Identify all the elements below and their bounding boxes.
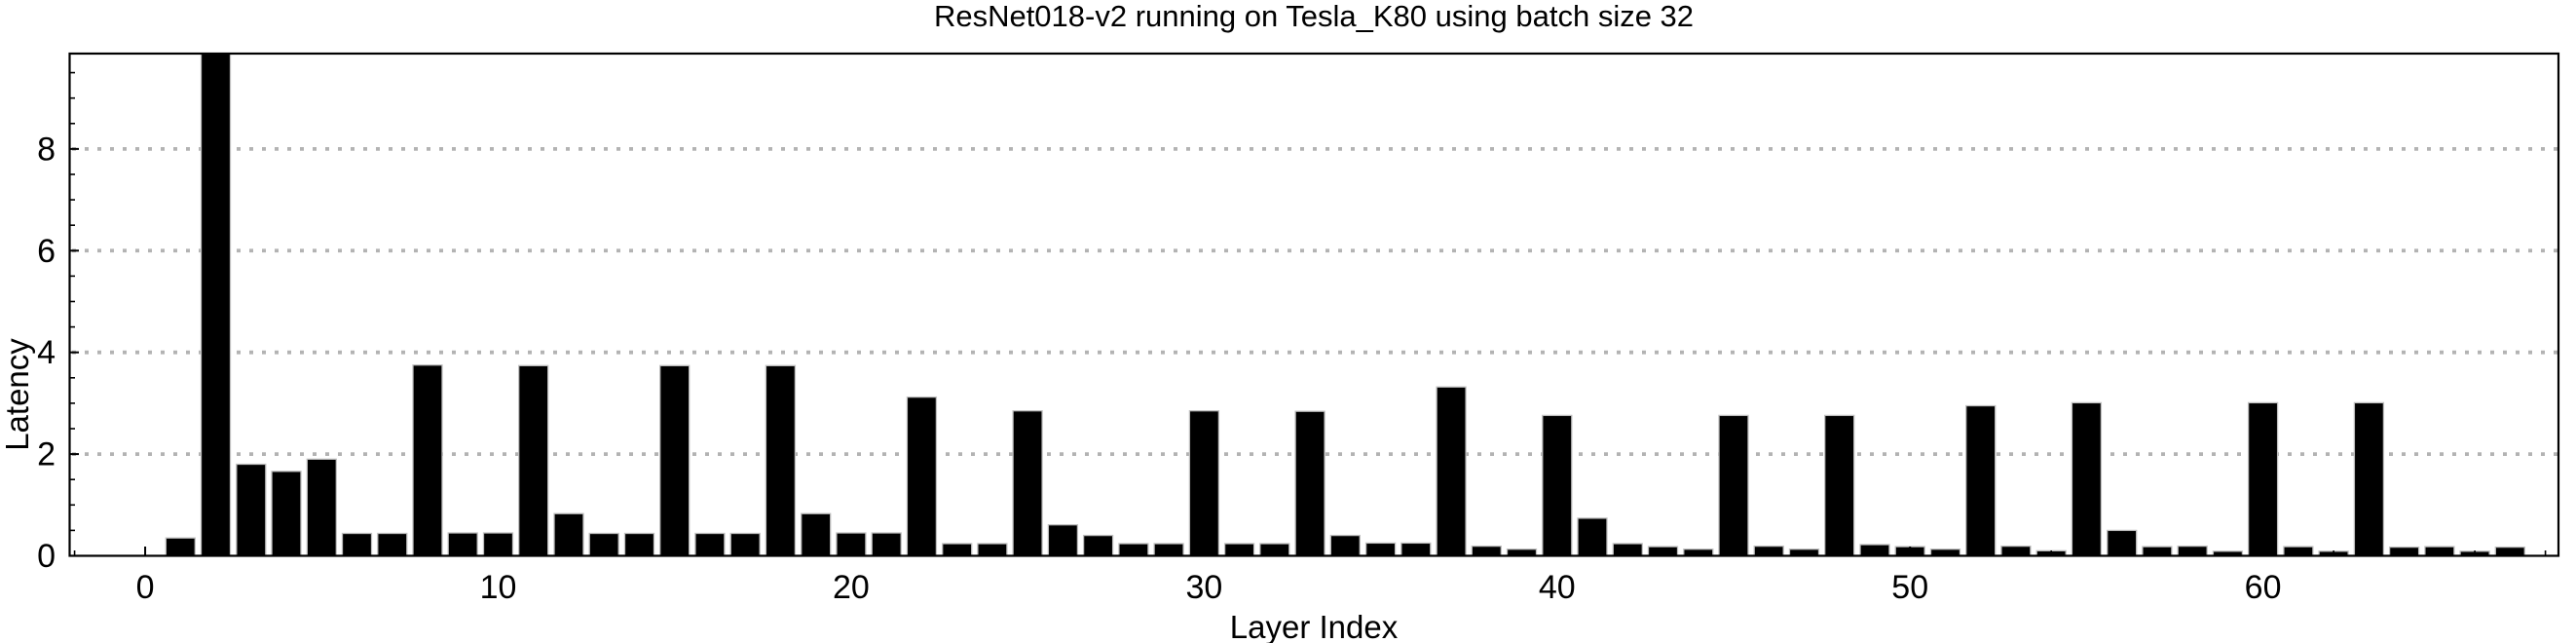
bar: [1436, 386, 1467, 557]
bar: [1294, 410, 1325, 557]
x-tick-label: 20: [833, 569, 870, 606]
bar: [2353, 401, 2385, 557]
bar-layer: [165, 53, 2525, 557]
x-tick-label: 0: [136, 569, 155, 606]
x-axis-label: Layer Index: [1230, 609, 1399, 643]
bar: [588, 532, 619, 557]
bar: [306, 458, 337, 557]
bar: [1965, 404, 1997, 557]
x-tick-label: 10: [480, 569, 517, 606]
bar: [1364, 542, 1397, 557]
bar: [2424, 546, 2455, 557]
chart-title: ResNet018-v2 running on Tesla_K80 using …: [934, 0, 1694, 33]
y-tick-label: 2: [37, 436, 56, 473]
y-tick-label: 6: [37, 233, 56, 270]
bar: [377, 532, 408, 557]
x-tick-label: 50: [1891, 569, 1928, 606]
bar: [165, 537, 196, 557]
bar: [2000, 545, 2032, 557]
x-tick-label: 30: [1185, 569, 1222, 606]
y-tick-label: 0: [37, 538, 56, 575]
bar: [659, 364, 691, 557]
bar: [518, 364, 549, 557]
bar: [1718, 414, 1749, 557]
bar: [1647, 546, 1679, 557]
bar: [871, 532, 902, 557]
grid-layer: [72, 146, 2557, 456]
y-tick-label: 8: [37, 131, 56, 168]
bar: [942, 543, 973, 557]
y-tick-label: 4: [37, 334, 56, 371]
bar: [765, 364, 797, 557]
bar: [1012, 410, 1043, 557]
y-axis-label: Latency: [0, 338, 35, 451]
bar: [2142, 546, 2173, 557]
bar: [801, 512, 832, 557]
bar: [1577, 517, 1608, 557]
x-tick-label: 60: [2245, 569, 2282, 606]
x-tick-label: 40: [1539, 569, 1576, 606]
bar: [200, 53, 232, 557]
bar: [447, 532, 478, 557]
bar: [1153, 543, 1184, 557]
bar: [236, 463, 267, 557]
bar: [2071, 401, 2103, 557]
tick-label-layer: 0 10 20 30 40 50 60 0 2 4 6 8: [37, 131, 2281, 606]
bar: [2494, 546, 2525, 557]
bar: [729, 532, 761, 557]
plot-border: [68, 52, 2560, 557]
bar: [1542, 414, 1573, 557]
bar: [553, 512, 584, 557]
bar: [1082, 534, 1114, 557]
tick-layer: [69, 71, 2547, 557]
bar: [1859, 544, 1890, 557]
plot-frame: [68, 52, 2560, 557]
bar: [906, 396, 938, 557]
bar: [2283, 546, 2314, 557]
bar: [1188, 410, 1220, 557]
bar: [271, 471, 302, 557]
bar: [1223, 543, 1255, 557]
bar: [412, 364, 443, 557]
bar: [1824, 414, 1855, 557]
bar: [2247, 401, 2279, 557]
